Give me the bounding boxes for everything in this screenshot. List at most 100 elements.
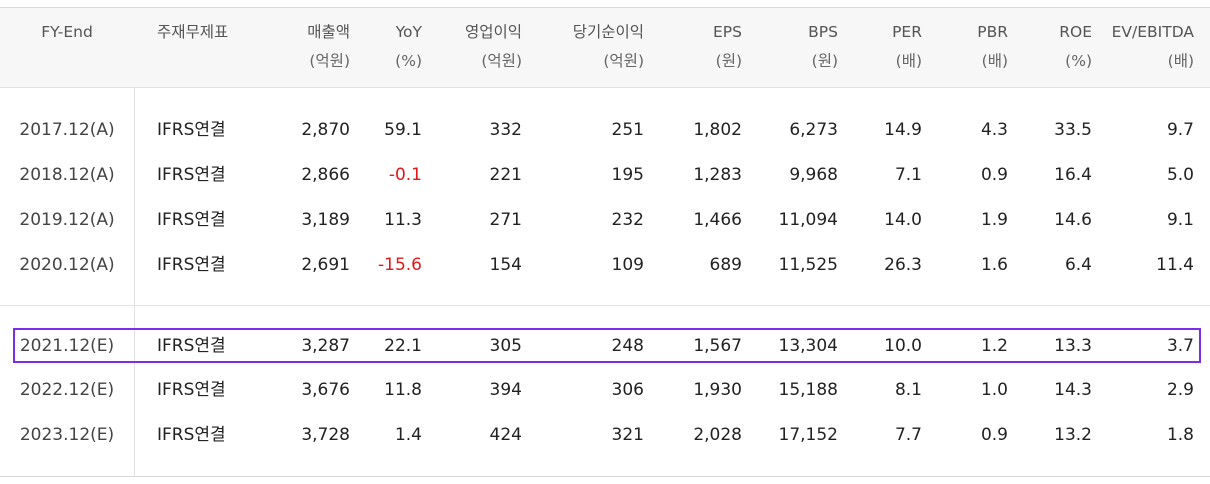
header-label: 당기순이익 <box>572 23 644 41</box>
header-net-income: 당기순이익 (억원) <box>573 18 644 76</box>
header-unit: (%) <box>395 52 422 70</box>
cell-net-income: 195 <box>611 165 644 185</box>
header-label: PBR <box>977 23 1008 41</box>
cell-yoy: 1.4 <box>394 425 422 445</box>
header-ev-ebitda: EV/EBITDA (배) <box>1112 18 1194 76</box>
table-row: 2018.12(A) IFRS연결 2,866 -0.1 221 195 1,283 9,96… <box>0 157 1210 193</box>
cell-pbr: 1.6 <box>980 255 1008 275</box>
cell-operating-profit: 271 <box>489 210 522 230</box>
table-row: 2017.12(A) IFRS연결 2,870 59.1 332 251 1,802 6,27… <box>0 112 1210 148</box>
cell-ev-ebitda: 2.9 <box>1166 380 1194 400</box>
table-row: 2020.12(A) IFRS연결 2,691 -15.6 154 109 689 11,52… <box>0 247 1210 283</box>
cell-statement-type: IFRS연결 <box>157 255 226 275</box>
table-top-border <box>0 7 1210 8</box>
cell-eps: 1,466 <box>693 210 742 230</box>
cell-operating-profit: 305 <box>489 336 522 356</box>
cell-statement-type: IFRS연결 <box>157 425 226 445</box>
cell-per: 26.3 <box>884 255 922 275</box>
cell-yoy: 11.3 <box>384 210 422 230</box>
header-label: EV/EBITDA <box>1111 23 1194 41</box>
cell-revenue: 3,728 <box>301 425 350 445</box>
header-unit: (배) <box>895 52 922 70</box>
cell-ev-ebitda: 1.8 <box>1166 425 1194 445</box>
cell-revenue: 3,676 <box>301 380 350 400</box>
cell-pbr: 0.9 <box>980 425 1008 445</box>
header-yoy: YoY (%) <box>395 18 422 76</box>
header-eps: EPS (원) <box>713 18 742 76</box>
cell-roe: 16.4 <box>1054 165 1092 185</box>
table-row: 2021.12(E) IFRS연결 3,287 22.1 305 248 1,567 13,3… <box>0 328 1210 364</box>
cell-net-income: 232 <box>611 210 644 230</box>
cell-operating-profit: 394 <box>489 380 522 400</box>
cell-per: 7.1 <box>894 165 922 185</box>
cell-bps: 15,188 <box>778 380 838 400</box>
cell-revenue: 2,870 <box>301 120 350 140</box>
header-pbr: PBR (배) <box>977 18 1008 76</box>
header-label: 영업이익 <box>464 23 522 41</box>
table-row: 2019.12(A) IFRS연결 3,189 11.3 271 232 1,466 11,0… <box>0 202 1210 238</box>
cell-revenue: 3,287 <box>301 336 350 356</box>
cell-fy-end: 2020.12(A) <box>19 255 115 275</box>
cell-yoy: 59.1 <box>384 120 422 140</box>
header-unit: (억원) <box>603 52 644 70</box>
cell-bps: 6,273 <box>789 120 838 140</box>
cell-pbr: 0.9 <box>980 165 1008 185</box>
cell-pbr: 1.9 <box>980 210 1008 230</box>
header-fy-end: FY-End <box>0 18 134 47</box>
cell-roe: 6.4 <box>1064 255 1092 275</box>
header-unit: (%) <box>1065 52 1092 70</box>
header-unit: (배) <box>981 52 1008 70</box>
cell-per: 8.1 <box>894 380 922 400</box>
cell-statement-type: IFRS연결 <box>157 336 226 356</box>
cell-net-income: 248 <box>611 336 644 356</box>
cell-bps: 11,094 <box>778 210 838 230</box>
cell-operating-profit: 154 <box>489 255 522 275</box>
header-unit: (억원) <box>481 52 522 70</box>
cell-roe: 33.5 <box>1054 120 1092 140</box>
cell-net-income: 306 <box>611 380 644 400</box>
cell-ev-ebitda: 3.7 <box>1166 336 1194 356</box>
cell-roe: 14.6 <box>1054 210 1092 230</box>
cell-fy-end: 2023.12(E) <box>19 425 115 445</box>
cell-operating-profit: 221 <box>489 165 522 185</box>
header-label: FY-End <box>41 23 93 41</box>
header-label: EPS <box>713 23 742 41</box>
header-unit: (억원) <box>309 52 350 70</box>
cell-statement-type: IFRS연결 <box>157 210 226 230</box>
header-per: PER (배) <box>892 18 922 76</box>
table-row: 2022.12(E) IFRS연결 3,676 11.8 394 306 1,930 15,1… <box>0 372 1210 408</box>
cell-statement-type: IFRS연결 <box>157 165 226 185</box>
table-header <box>0 8 1210 88</box>
cell-fy-end: 2022.12(E) <box>19 380 115 400</box>
cell-roe: 13.3 <box>1054 336 1092 356</box>
header-roe: ROE (%) <box>1059 18 1092 76</box>
cell-ev-ebitda: 11.4 <box>1156 255 1194 275</box>
cell-ev-ebitda: 9.1 <box>1166 210 1194 230</box>
header-unit: (원) <box>715 52 742 70</box>
cell-ev-ebitda: 9.7 <box>1166 120 1194 140</box>
cell-net-income: 321 <box>611 425 644 445</box>
cell-eps: 1,802 <box>693 120 742 140</box>
table-bottom-border <box>0 476 1210 477</box>
cell-roe: 14.3 <box>1054 380 1092 400</box>
header-label: YoY <box>395 23 422 41</box>
header-bps: BPS (원) <box>808 18 838 76</box>
cell-eps: 1,283 <box>693 165 742 185</box>
cell-bps: 9,968 <box>789 165 838 185</box>
cell-yoy: 22.1 <box>384 336 422 356</box>
cell-yoy: -15.6 <box>378 255 422 275</box>
cell-yoy: -0.1 <box>388 165 422 185</box>
cell-operating-profit: 424 <box>489 425 522 445</box>
cell-revenue: 3,189 <box>301 210 350 230</box>
cell-revenue: 2,866 <box>301 165 350 185</box>
cell-eps: 689 <box>709 255 742 275</box>
cell-revenue: 2,691 <box>301 255 350 275</box>
cell-eps: 2,028 <box>693 425 742 445</box>
cell-bps: 17,152 <box>778 425 838 445</box>
cell-per: 7.7 <box>894 425 922 445</box>
section-divider <box>0 305 1210 306</box>
cell-fy-end: 2019.12(A) <box>19 210 115 230</box>
cell-net-income: 109 <box>611 255 644 275</box>
cell-statement-type: IFRS연결 <box>157 380 226 400</box>
